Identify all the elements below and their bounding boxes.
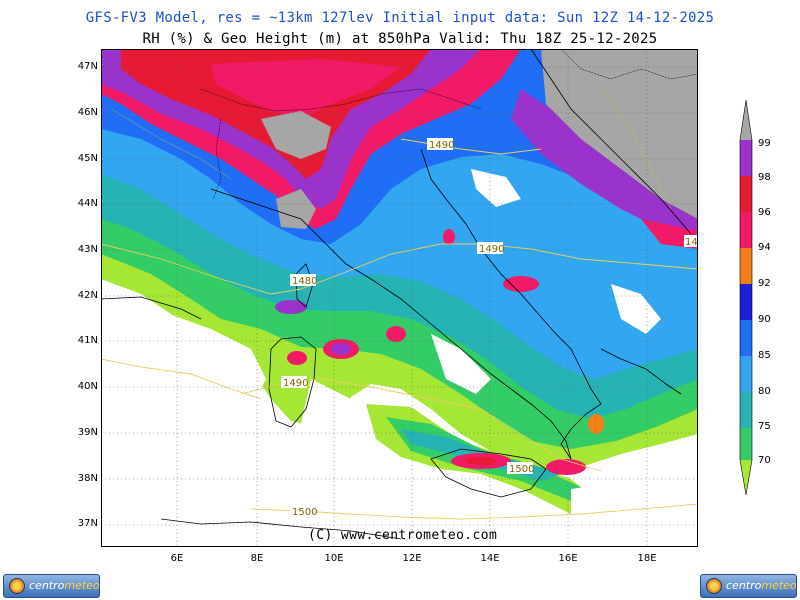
rh-96-alps: [211, 59, 401, 119]
lat-label: 37N: [77, 518, 98, 529]
colorbar-swatch-80: [740, 392, 752, 428]
lat-label: 40N: [77, 381, 98, 392]
cell-campania: [503, 276, 539, 292]
colorbar-under-triangle: [740, 460, 752, 495]
lat-label: 41N: [77, 335, 98, 346]
rh-96-adriatic: [641, 219, 698, 249]
centrometeo-logo-left[interactable]: centrometeo: [3, 574, 100, 598]
cell-calabria-east: [588, 414, 604, 434]
dry-adriatic: [471, 169, 521, 207]
rh-over-alps: [261, 111, 331, 159]
rh-99-balkans: [511, 89, 698, 239]
lon-label: 8E: [250, 553, 264, 564]
colorbar: [739, 100, 753, 496]
colorbar-swatch-75: [740, 428, 752, 460]
cell-sardinia-east-core: [331, 343, 351, 355]
colorbar-swatch-94: [740, 248, 752, 284]
dry-tyrrhenian-west: [101, 289, 266, 479]
coastlines: [101, 49, 692, 540]
cell-liguria: [275, 300, 307, 314]
borders: [200, 49, 698, 200]
colorbar-swatch-92: [740, 284, 752, 320]
lat-label: 46N: [77, 107, 98, 118]
lat-label: 38N: [77, 473, 98, 484]
dry-ionian: [571, 469, 698, 547]
lat-label: 44N: [77, 198, 98, 209]
rh-over-balkans: [541, 49, 698, 224]
lat-label: 45N: [77, 153, 98, 164]
colorbar-label: 80: [758, 386, 771, 397]
colorbar-swatch-90: [740, 320, 752, 356]
lon-label: 16E: [558, 553, 578, 564]
sun-icon: [9, 578, 25, 594]
colorbar-label: 75: [758, 421, 771, 432]
dry-sea: [301, 379, 371, 454]
lon-label: 14E: [480, 553, 500, 564]
dry-puglia: [611, 284, 661, 334]
colorbar-swatch-98: [740, 176, 752, 212]
weather-map: 1490 1490 1480 1490 1500 1500 14: [101, 49, 698, 547]
contour-labels: 1490 1490 1480 1490 1500 1500 14: [281, 138, 698, 518]
cell-marche: [443, 229, 455, 245]
dry-tyrrhenian-center: [431, 334, 491, 394]
contour-label: 14: [685, 237, 698, 248]
colorbar-label: 99: [758, 138, 771, 149]
colorbar-label: 70: [758, 455, 771, 466]
model-title: GFS-FV3 Model, res = ~13km 127lev Initia…: [85, 10, 715, 26]
lon-label: 12E: [402, 553, 422, 564]
contour-label: 1490: [283, 378, 308, 389]
dry-south: [101, 469, 421, 547]
rh-over-corsica: [276, 189, 316, 229]
lon-label: 10E: [324, 553, 344, 564]
colorbar-swatch-85: [740, 356, 752, 392]
logo-word: centro: [726, 579, 762, 592]
contour-label: 1480: [292, 276, 317, 287]
pressure-lines: [110, 88, 672, 210]
lat-label: 47N: [77, 61, 98, 72]
lat-label: 39N: [77, 427, 98, 438]
contour-label: 1500: [292, 507, 317, 518]
cell-sardinia-west: [287, 351, 307, 365]
watermark: (C) www.centrometeo.com: [308, 528, 498, 543]
contour-label: 1490: [429, 140, 454, 151]
colorbar-label: 96: [758, 207, 771, 218]
logo-word: meteo: [761, 579, 797, 592]
colorbar-swatch-96: [740, 212, 752, 248]
colorbar-swatch-99: [740, 140, 752, 176]
contour-label: 1500: [509, 464, 534, 475]
colorbar-label: 94: [758, 242, 771, 253]
colorbar-label: 90: [758, 314, 771, 325]
colorbar-label: 98: [758, 172, 771, 183]
sun-icon: [706, 578, 722, 594]
colorbar-label: 85: [758, 350, 771, 361]
logo-word: centro: [29, 579, 65, 592]
lon-label: 6E: [170, 553, 184, 564]
field-title: RH (%) & Geo Height (m) at 850hPa Valid:…: [142, 31, 658, 47]
lon-label: 18E: [637, 553, 657, 564]
colorbar-label: 92: [758, 278, 771, 289]
cell-sicily-north-core: [466, 457, 496, 465]
centrometeo-logo-right[interactable]: centrometeo: [700, 574, 797, 598]
lat-label: 43N: [77, 244, 98, 255]
lat-label: 42N: [77, 290, 98, 301]
contour-label: 1490: [479, 244, 504, 255]
cell-lazio: [386, 326, 406, 342]
logo-word: meteo: [64, 579, 100, 592]
colorbar-over-triangle: [740, 100, 752, 140]
cell-calabria: [546, 459, 586, 475]
